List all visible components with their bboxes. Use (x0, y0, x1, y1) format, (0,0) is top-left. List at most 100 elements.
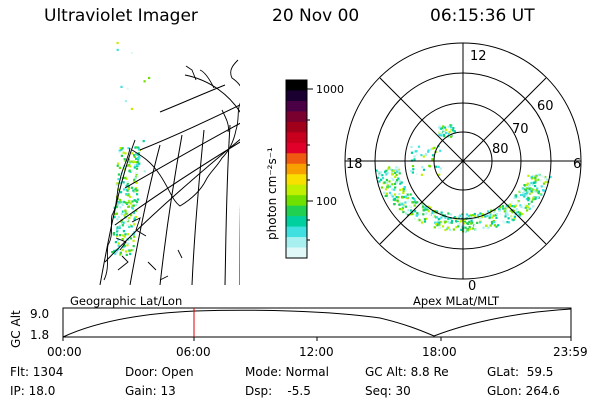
aurora-pixel (534, 175, 537, 178)
aurora-pixel (535, 189, 538, 192)
aurora-pixel (411, 201, 414, 204)
aurora-pixel (511, 211, 514, 214)
aurora-pixel (414, 201, 418, 204)
aurora-pixel (133, 223, 136, 226)
aurora-pixel (438, 223, 441, 226)
aurora-pixel (477, 214, 480, 217)
aurora-pixel (411, 213, 414, 216)
aurora-pixel (453, 130, 456, 133)
aurora-pixel (535, 196, 538, 199)
aurora-pixel (450, 130, 453, 133)
aurora-pixel (449, 124, 452, 127)
aurora-pixel (117, 226, 121, 229)
aurora-pixel (116, 182, 119, 185)
colorbar-swatch (286, 174, 307, 186)
aurora-pixel (523, 190, 526, 193)
aurora-pixel (411, 197, 414, 200)
aurora-pixel (134, 146, 137, 149)
aurora-pixel (380, 186, 384, 189)
aurora-pixel (117, 162, 120, 165)
aurora-pixel (425, 217, 428, 220)
aurora-pixel (411, 165, 415, 168)
aurora-pixel (119, 147, 122, 150)
aurora-pixel (118, 151, 121, 154)
aurora-pixel (121, 238, 124, 241)
aurora-pixel (143, 80, 146, 83)
aurora-pixel (117, 178, 120, 181)
aurora-pixel (130, 225, 133, 228)
aurora-pixel (544, 177, 547, 180)
colorbar-unit-label: photon cm⁻²s⁻¹ (265, 147, 279, 240)
aurora-pixel (429, 206, 432, 209)
aurora-pixel (379, 171, 383, 174)
aurora-pixel (122, 188, 126, 191)
aurora-pixel (123, 235, 126, 238)
aurora-pixel (402, 205, 405, 208)
aurora-pixel (445, 131, 448, 134)
aurora-pixel (410, 199, 413, 202)
aurora-pixel (447, 125, 450, 128)
aurora-pixel (401, 208, 404, 211)
aurora-pixel (449, 228, 452, 231)
aurora-pixel (385, 178, 388, 182)
aurora-pixel (452, 228, 455, 231)
aurora-pixel (432, 215, 435, 219)
aurora-pixel (532, 196, 535, 199)
aurora-pixel (116, 41, 119, 45)
aurora-pixel (128, 169, 131, 172)
aurora-pixel (459, 214, 462, 218)
aurora-pixel (532, 188, 535, 192)
aurora-pixel (455, 220, 458, 223)
aurora-pixel (117, 173, 120, 176)
aurora-pixel (143, 170, 146, 173)
aurora-pixel (524, 203, 527, 206)
aurora-pixel (509, 209, 512, 212)
aurora-pixel (137, 148, 140, 151)
polar-plot: 12 0 18 6 60 70 80 (344, 42, 582, 294)
aurora-pixel (491, 216, 494, 219)
aurora-pixel (534, 184, 537, 188)
aurora-pixel (131, 204, 134, 207)
aurora-pixel (137, 152, 140, 155)
aurora-pixel (545, 178, 549, 181)
aurora-pixel (495, 225, 498, 228)
aurora-pixel (519, 193, 523, 197)
aurora-pixel (118, 224, 121, 227)
aurora-pixel (416, 201, 419, 204)
aurora-pixel (113, 224, 116, 227)
aurora-pixel (439, 170, 442, 173)
aurora-pixel (525, 204, 528, 208)
aurora-pixel (448, 130, 451, 134)
aurora-pixel (542, 182, 546, 185)
mlt-label-dusk: 18 (346, 157, 363, 172)
aurora-pixel (542, 189, 545, 192)
aurora-pixel (132, 220, 136, 223)
aurora-pixel (438, 212, 441, 215)
aurora-pixel (117, 215, 120, 219)
aurora-pixel (528, 203, 531, 206)
aurora-pixel (124, 250, 128, 253)
aurora-pixel (457, 217, 460, 220)
aurora-pixel (468, 225, 471, 229)
coastline (103, 59, 240, 281)
aurora-pixel (431, 211, 434, 215)
aurora-pixel (460, 228, 463, 231)
aurora-pixel (133, 166, 136, 169)
geographic-longitude: GLon: 264.6 (487, 384, 560, 398)
aurora-pixel (420, 173, 423, 176)
aurora-pixel (512, 219, 515, 222)
aurora-pixel (416, 219, 419, 222)
aurora-pixel (116, 164, 119, 167)
aurora-pixel (126, 233, 129, 236)
aurora-pixel (125, 253, 128, 256)
aurora-pixel (115, 183, 118, 186)
aurora-pixel (132, 245, 135, 248)
aurora-pixel (490, 220, 494, 224)
aurora-pixel (402, 210, 405, 214)
aurora-pixel (385, 173, 388, 176)
aurora-pixel (133, 235, 136, 238)
aurora-pixel (381, 174, 384, 177)
aurora-pixel (126, 184, 129, 187)
aurora-pixel (377, 171, 380, 174)
aurora-pixel (494, 214, 497, 217)
